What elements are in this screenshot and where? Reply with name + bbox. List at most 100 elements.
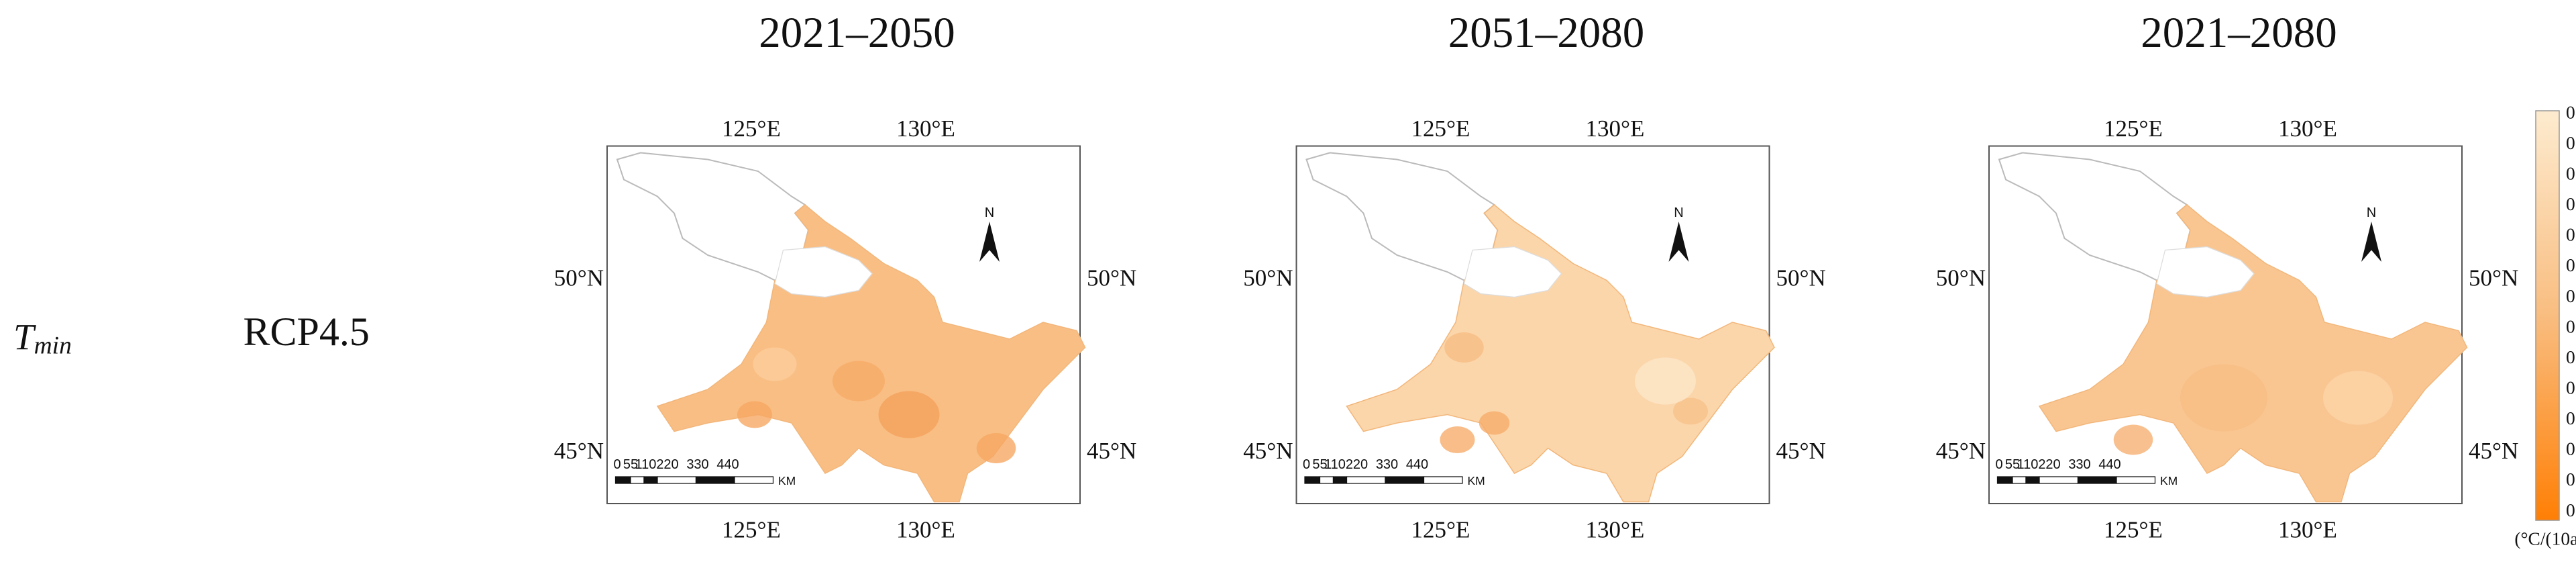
scale-tick: 110 (2017, 457, 2039, 472)
lat-label-left: 45°N (554, 438, 604, 464)
scale-segment (657, 476, 697, 484)
variable-subscript: min (34, 332, 72, 359)
colorbar-tick: 0.35 (2566, 254, 2576, 275)
map-hotspot (753, 347, 797, 381)
scale-tick: 440 (1406, 457, 1428, 472)
lon-label-bottom: 125°E (2104, 517, 2163, 543)
north-arrow (2361, 222, 2381, 262)
scale-segment (643, 476, 658, 484)
map-hotspot (878, 391, 940, 438)
lon-label-top: 130°E (1586, 115, 1645, 142)
map-hotspot (2322, 371, 2393, 425)
map-lake (2156, 246, 2255, 298)
map-hotspot (1635, 357, 1696, 405)
lon-label-top: 125°E (722, 115, 781, 142)
colorbar-tick: 0.70 (2566, 469, 2576, 489)
map-region (656, 204, 1086, 503)
lon-label-top: 130°E (2278, 115, 2337, 142)
lat-label-right: 45°N (2469, 438, 2518, 464)
map-hotspot (2180, 364, 2267, 432)
map-hotspot (976, 433, 1016, 463)
lon-label-bottom: 130°E (2278, 517, 2337, 543)
scale-segment (2077, 476, 2117, 484)
lat-label-right: 45°N (1776, 438, 1826, 464)
scale-segment (734, 476, 774, 484)
variable-base: T (13, 316, 36, 357)
colorbar-tick: 0.65 (2566, 438, 2576, 459)
scale-tick: 0 (1995, 457, 2002, 472)
scale-tick: 220 (656, 457, 678, 472)
scale-segment (1319, 476, 1334, 484)
scale-segment (2116, 476, 2156, 484)
scale-tick: 440 (716, 457, 739, 472)
lon-label-bottom: 125°E (722, 517, 781, 543)
colorbar-tick: 0.55 (2566, 377, 2576, 398)
lon-label-bottom: 125°E (1411, 517, 1470, 543)
scale-segment (1346, 476, 1386, 484)
map-hotspot (737, 401, 772, 428)
scale-tick: 330 (686, 457, 708, 472)
scale-segment (2025, 476, 2040, 484)
colorbar-tick: 0.40 (2566, 285, 2576, 306)
lat-label-right: 50°N (1087, 265, 1136, 291)
scale-tick: 440 (2098, 457, 2121, 472)
scale-tick: 55 (2005, 457, 2020, 472)
lon-label-bottom: 130°E (896, 517, 955, 543)
panel-title: 2021–2080 (2141, 9, 2337, 57)
map-region (2038, 204, 2468, 503)
lon-label-top: 130°E (896, 115, 955, 142)
colorbar-tick: 0.75 (2566, 500, 2576, 520)
colorbar (2535, 110, 2560, 521)
north-arrow (979, 222, 1000, 262)
row-scenario: RCP4.5 (244, 310, 370, 354)
scale-segment (2012, 476, 2027, 484)
scale-unit: KM (778, 474, 796, 487)
scale-tick: 330 (2068, 457, 2090, 472)
lat-label-left: 45°N (1243, 438, 1293, 464)
lat-label-left: 50°N (1936, 265, 1986, 291)
lat-label-right: 50°N (1776, 265, 1826, 291)
map-hotspot (1444, 332, 1484, 363)
scale-segment (2039, 476, 2079, 484)
lat-label-left: 45°N (1936, 438, 1986, 464)
scale-unit: KM (1468, 474, 1485, 487)
map-hotspot (1673, 397, 1708, 425)
scale-segment (1423, 476, 1463, 484)
north-label: N (1674, 205, 1683, 220)
north-arrow (1668, 222, 1689, 262)
colorbar-tick: 0.45 (2566, 316, 2576, 336)
lat-label-left: 50°N (1243, 265, 1293, 291)
scale-segment (1304, 476, 1321, 484)
colorbar-tick: 0.20 (2566, 162, 2576, 183)
scale-tick: 55 (623, 457, 638, 472)
lon-label-top: 125°E (1411, 115, 1470, 142)
map-lake (774, 246, 873, 298)
scale-tick: 220 (2038, 457, 2060, 472)
map-hotspot (1440, 426, 1475, 453)
scale-segment (1385, 476, 1425, 484)
colorbar-tick: 0.10 (2566, 101, 2576, 122)
north-label: N (985, 205, 994, 220)
scale-tick: 0 (1303, 457, 1310, 472)
lat-label-right: 50°N (2469, 265, 2518, 291)
map-hotspot (833, 361, 885, 402)
map-hotspot (2113, 424, 2153, 455)
panel-title: 2051–2080 (1448, 9, 1645, 57)
scale-segment (630, 476, 645, 484)
north-label: N (2367, 205, 2376, 220)
lon-label-bottom: 130°E (1586, 517, 1645, 543)
colorbar-tick: 0.25 (2566, 193, 2576, 214)
map-hotspot (1479, 411, 1510, 435)
scale-tick: 110 (1324, 457, 1346, 472)
scale-tick: 55 (1312, 457, 1327, 472)
panel-title: 2021–2050 (759, 9, 955, 57)
map-lake (1463, 246, 1562, 298)
scale-tick: 0 (613, 457, 621, 472)
lat-label-left: 50°N (554, 265, 604, 291)
scale-segment (614, 476, 631, 484)
scale-segment (695, 476, 735, 484)
row-variable: Tmin (13, 316, 72, 359)
lon-label-top: 125°E (2104, 115, 2163, 142)
scale-tick: 330 (1376, 457, 1398, 472)
